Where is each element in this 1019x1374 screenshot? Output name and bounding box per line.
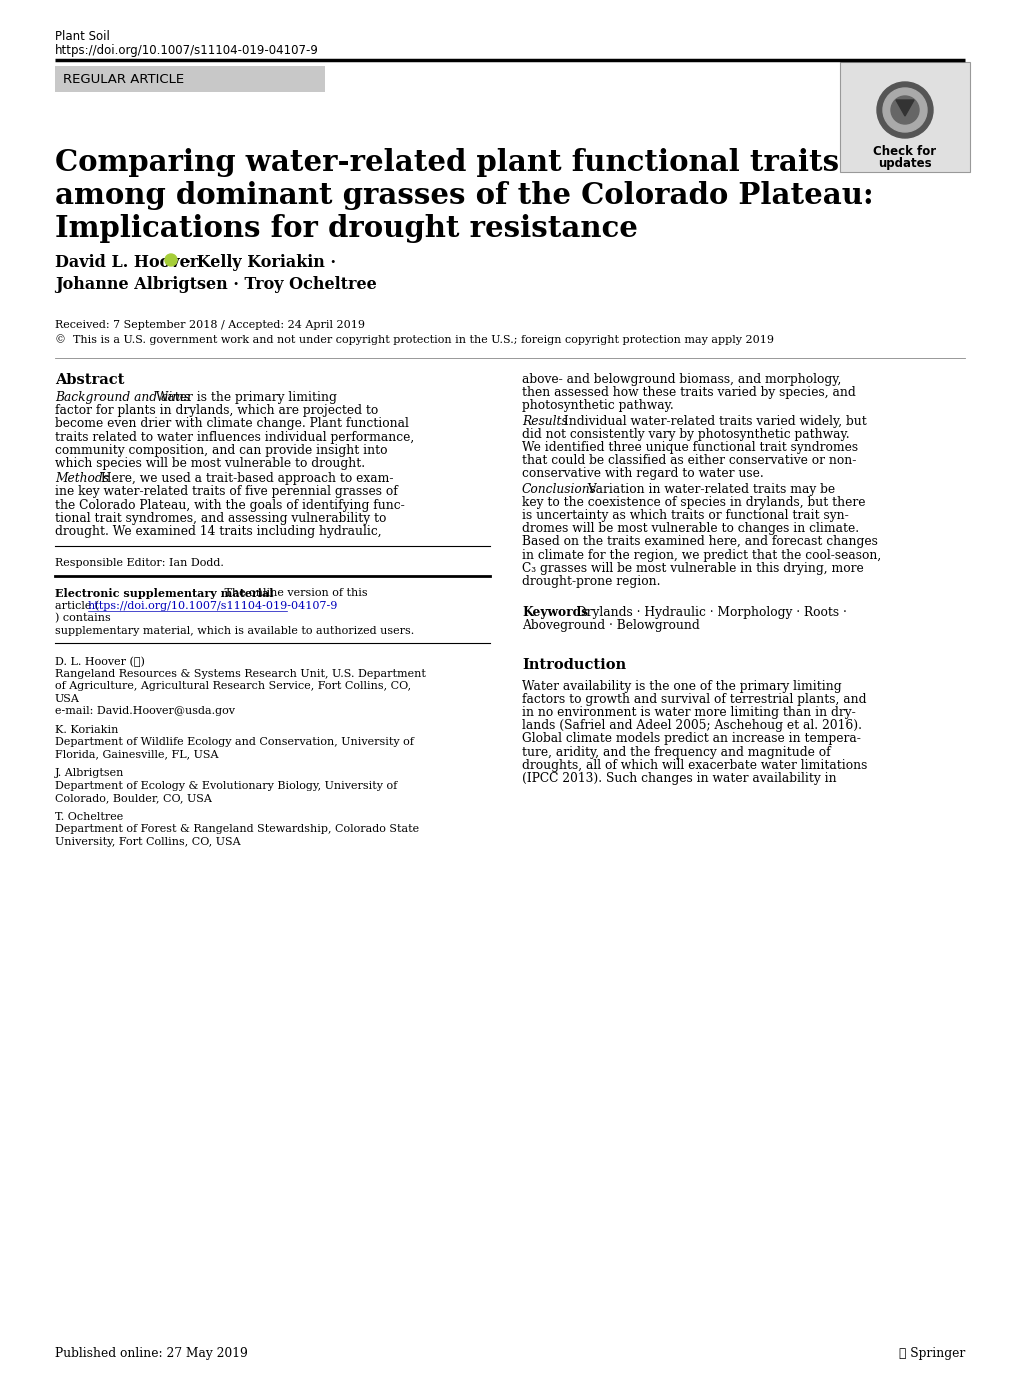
Text: factor for plants in drylands, which are projected to: factor for plants in drylands, which are… [55, 404, 378, 418]
Text: We identified three unique functional trait syndromes: We identified three unique functional tr… [522, 441, 857, 453]
Text: Electronic supplementary material: Electronic supplementary material [55, 588, 273, 599]
Text: Department of Forest & Rangeland Stewardship, Colorado State: Department of Forest & Rangeland Steward… [55, 824, 419, 834]
Text: David L. Hoover: David L. Hoover [55, 254, 204, 271]
Circle shape [876, 82, 932, 137]
Text: Department of Wildlife Ecology and Conservation, University of: Department of Wildlife Ecology and Conse… [55, 738, 414, 747]
Text: Based on the traits examined here, and forecast changes: Based on the traits examined here, and f… [522, 536, 877, 548]
Text: Results: Results [522, 415, 567, 427]
Text: dromes will be most vulnerable to changes in climate.: dromes will be most vulnerable to change… [522, 522, 858, 536]
Text: traits related to water influences individual performance,: traits related to water influences indiv… [55, 430, 414, 444]
Circle shape [882, 88, 926, 132]
Polygon shape [895, 100, 913, 115]
Text: updates: updates [877, 157, 931, 170]
Text: Methods: Methods [55, 473, 109, 485]
Text: · Kelly Koriakin ·: · Kelly Koriakin · [179, 254, 335, 271]
Circle shape [165, 254, 177, 267]
Text: tional trait syndromes, and assessing vulnerability to: tional trait syndromes, and assessing vu… [55, 511, 386, 525]
Text: factors to growth and survival of terrestrial plants, and: factors to growth and survival of terres… [522, 692, 866, 706]
Text: above- and belowground biomass, and morphology,: above- and belowground biomass, and morp… [522, 372, 841, 386]
Text: community composition, and can provide insight into: community composition, and can provide i… [55, 444, 387, 456]
Text: K. Koriakin: K. Koriakin [55, 724, 118, 735]
Text: Colorado, Boulder, CO, USA: Colorado, Boulder, CO, USA [55, 793, 212, 804]
Text: University, Fort Collins, CO, USA: University, Fort Collins, CO, USA [55, 837, 240, 846]
Circle shape [891, 96, 918, 124]
Text: then assessed how these traits varied by species, and: then assessed how these traits varied by… [522, 386, 855, 400]
Text: Check for: Check for [872, 146, 935, 158]
Bar [840, 62, 969, 172]
Text: is uncertainty as which traits or functional trait syn-: is uncertainty as which traits or functi… [522, 508, 848, 522]
Text: J. Albrigtsen: J. Albrigtsen [55, 768, 124, 778]
Text: supplementary material, which is available to authorized users.: supplementary material, which is availab… [55, 625, 414, 636]
Text: among dominant grasses of the Colorado Plateau:: among dominant grasses of the Colorado P… [55, 181, 873, 210]
Bar [55, 66, 325, 92]
Text: Individual water-related traits varied widely, but: Individual water-related traits varied w… [559, 415, 866, 427]
Text: conservative with regard to water use.: conservative with regard to water use. [522, 467, 763, 481]
Text: https://doi.org/10.1007/s11104-019-04107-9: https://doi.org/10.1007/s11104-019-04107… [55, 44, 319, 56]
Text: of Agriculture, Agricultural Research Service, Fort Collins, CO,: of Agriculture, Agricultural Research Se… [55, 682, 411, 691]
Text: Florida, Gainesville, FL, USA: Florida, Gainesville, FL, USA [55, 750, 218, 760]
Text: in no environment is water more limiting than in dry-: in no environment is water more limiting… [522, 706, 855, 719]
Text: in climate for the region, we predict that the cool-season,: in climate for the region, we predict th… [522, 548, 880, 562]
Text: did not consistently vary by photosynthetic pathway.: did not consistently vary by photosynthe… [522, 427, 849, 441]
Text: Water is the primary limiting: Water is the primary limiting [152, 392, 336, 404]
Text: ture, aridity, and the frequency and magnitude of: ture, aridity, and the frequency and mag… [522, 746, 829, 758]
Text: key to the coexistence of species in drylands, but there: key to the coexistence of species in dry… [522, 496, 865, 508]
Text: drought-prone region.: drought-prone region. [522, 574, 660, 588]
Text: Variation in water-related traits may be: Variation in water-related traits may be [584, 482, 835, 496]
Text: T. Ocheltree: T. Ocheltree [55, 812, 123, 822]
Text: Here, we used a trait-based approach to exam-: Here, we used a trait-based approach to … [97, 473, 393, 485]
Text: D. L. Hoover (✉): D. L. Hoover (✉) [55, 657, 145, 666]
Text: Water availability is the one of the primary limiting: Water availability is the one of the pri… [522, 680, 841, 692]
Text: drought. We examined 14 traits including hydraulic,: drought. We examined 14 traits including… [55, 525, 381, 539]
Text: ine key water-related traits of five perennial grasses of: ine key water-related traits of five per… [55, 485, 397, 499]
Text: e-mail: David.Hoover@usda.gov: e-mail: David.Hoover@usda.gov [55, 706, 234, 716]
Text: droughts, all of which will exacerbate water limitations: droughts, all of which will exacerbate w… [522, 758, 866, 772]
Text: https://doi.org/10.1007/s11104-019-04107-9: https://doi.org/10.1007/s11104-019-04107… [88, 600, 338, 610]
Text: ©  This is a U.S. government work and not under copyright protection in the U.S.: © This is a U.S. government work and not… [55, 334, 773, 345]
Text: article (: article ( [55, 600, 99, 611]
Text: Comparing water-related plant functional traits: Comparing water-related plant functional… [55, 148, 839, 177]
Text: Introduction: Introduction [522, 658, 626, 672]
Text: photosynthetic pathway.: photosynthetic pathway. [522, 400, 674, 412]
Text: iD: iD [167, 257, 174, 262]
Text: Global climate models predict an increase in tempera-: Global climate models predict an increas… [522, 732, 860, 746]
Text: the Colorado Plateau, with the goals of identifying func-: the Colorado Plateau, with the goals of … [55, 499, 405, 511]
Text: Received: 7 September 2018 / Accepted: 24 April 2019: Received: 7 September 2018 / Accepted: 2… [55, 320, 365, 330]
Text: Johanne Albrigtsen · Troy Ocheltree: Johanne Albrigtsen · Troy Ocheltree [55, 276, 376, 293]
Text: ☉ Springer: ☉ Springer [898, 1347, 964, 1360]
Text: REGULAR ARTICLE: REGULAR ARTICLE [63, 73, 184, 87]
Text: which species will be most vulnerable to drought.: which species will be most vulnerable to… [55, 458, 365, 470]
Text: Background and aims: Background and aims [55, 392, 190, 404]
Text: The online version of this: The online version of this [221, 588, 367, 598]
Text: Rangeland Resources & Systems Research Unit, U.S. Department: Rangeland Resources & Systems Research U… [55, 669, 426, 679]
Text: Abstract: Abstract [55, 372, 124, 387]
Text: Aboveground · Belowground: Aboveground · Belowground [522, 620, 699, 632]
Text: ) contains: ) contains [55, 613, 111, 624]
Text: Plant Soil: Plant Soil [55, 30, 110, 43]
Text: Published online: 27 May 2019: Published online: 27 May 2019 [55, 1347, 248, 1360]
Text: Department of Ecology & Evolutionary Biology, University of: Department of Ecology & Evolutionary Bio… [55, 780, 396, 790]
Text: Drylands · Hydraulic · Morphology · Roots ·: Drylands · Hydraulic · Morphology · Root… [573, 606, 846, 620]
Text: Conclusions: Conclusions [522, 482, 596, 496]
Text: Implications for drought resistance: Implications for drought resistance [55, 214, 637, 243]
Text: that could be classified as either conservative or non-: that could be classified as either conse… [522, 455, 856, 467]
Text: (IPCC 2013). Such changes in water availability in: (IPCC 2013). Such changes in water avail… [522, 772, 836, 785]
Text: USA: USA [55, 694, 79, 703]
Text: Responsible Editor: Ian Dodd.: Responsible Editor: Ian Dodd. [55, 558, 223, 569]
Text: lands (Safriel and Adeel 2005; Aschehoug et al. 2016).: lands (Safriel and Adeel 2005; Aschehoug… [522, 719, 861, 732]
Text: become even drier with climate change. Plant functional: become even drier with climate change. P… [55, 418, 409, 430]
Text: Keywords: Keywords [522, 606, 588, 620]
Text: C₃ grasses will be most vulnerable in this drying, more: C₃ grasses will be most vulnerable in th… [522, 562, 863, 574]
